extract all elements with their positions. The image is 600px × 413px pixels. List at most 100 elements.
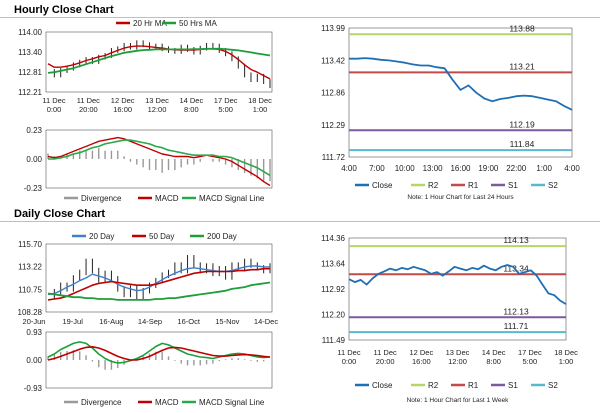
x-tick-label: 11 Dec	[337, 348, 360, 357]
y-tick-label: 113.99	[321, 24, 345, 33]
pivot-s1-label: 112.19	[509, 119, 535, 129]
close-line	[349, 57, 573, 111]
pivot-r2-label: 113.88	[509, 23, 535, 33]
y-tick-label: 112.86	[321, 89, 345, 98]
x-tick-label: 16:00	[113, 105, 132, 114]
x-tick-label: 5:00	[523, 357, 538, 366]
legend-r1-label: R1	[468, 181, 479, 190]
legend-macd-label: MACD	[155, 398, 179, 407]
legend-200day-label: 200 Day	[207, 232, 237, 241]
y-tick-label: 0.00	[26, 155, 42, 164]
ma20-line	[47, 45, 271, 80]
y-tick-label: 113.64	[321, 260, 345, 269]
x-tick-label: 13 Dec	[145, 96, 169, 105]
legend-s2-label: S2	[548, 381, 558, 390]
y-tick-label: 0.93	[26, 328, 42, 337]
ma50-line	[47, 47, 271, 74]
y-tick-label: 113.22	[18, 263, 42, 272]
y-tick-label: 114.36	[321, 234, 345, 243]
x-tick-label: 16-Oct	[177, 317, 200, 326]
daily-macd-chart: 0.93 0.00 -0.93 Divergence MACD MACD Signal L…	[24, 328, 273, 407]
x-tick-label: 14-Dec	[254, 317, 278, 326]
legend-signal-label: MACD Signal Line	[199, 398, 265, 407]
y-tick-label: 115.70	[18, 240, 42, 249]
x-tick-label: 17 Dec	[214, 96, 238, 105]
legend-ma50-label: 50 Hrs MA	[179, 19, 217, 28]
x-tick-label: 15-Nov	[215, 317, 239, 326]
macd-line	[47, 341, 271, 364]
ma20d-line	[47, 265, 270, 296]
x-tick-label: 19:00	[478, 164, 499, 173]
y-tick-label: 0.00	[26, 356, 42, 365]
x-tick-label: 18 Dec	[554, 348, 578, 357]
hourly-section-title: Hourly Close Chart	[14, 4, 114, 16]
x-tick-label: 18 Dec	[248, 96, 272, 105]
legend-r2-label: R2	[428, 381, 439, 390]
pivot-s2-label: 111.84	[510, 139, 535, 149]
x-tick-label: 14 Dec	[482, 348, 506, 357]
legend-20day-label: 20 Day	[89, 232, 114, 241]
daily-title-rule	[0, 221, 600, 222]
y-tick-label: 0.23	[26, 126, 42, 135]
y-tick-label: 112.29	[321, 121, 345, 130]
legend-r2-label: R2	[428, 181, 439, 190]
x-tick-label: 22:00	[506, 164, 527, 173]
x-tick-label: 8:00	[486, 357, 501, 366]
x-tick-label: 4:00	[564, 164, 580, 173]
x-tick-label: 13:00	[423, 164, 444, 173]
plot-frame	[348, 237, 567, 341]
legend-close-label: Close	[372, 181, 393, 190]
x-tick-label: 11 Dec	[374, 348, 397, 357]
x-tick-label: 11 Dec	[42, 96, 65, 105]
macd-line	[47, 136, 271, 187]
x-tick-label: 16:00	[450, 164, 471, 173]
x-tick-label: 13 Dec	[446, 348, 470, 357]
legend-s1-label: S1	[508, 381, 518, 390]
close-line	[348, 264, 567, 305]
daily-price-chart: 115.70 113.22 110.75 108.28 20 Day 50 Day 200 …	[18, 232, 279, 326]
pivot-r2-label: 114.13	[503, 235, 529, 245]
legend-r1-label: R1	[468, 381, 479, 390]
x-tick-label: 12:00	[148, 105, 167, 114]
hourly-pivot-chart: 113.99 113.42 112.86 112.29 111.72 113.88 113.…	[321, 23, 580, 201]
x-tick-label: 12:00	[448, 357, 467, 366]
legend-50day-label: 50 Day	[149, 232, 174, 241]
plot-frame	[45, 129, 273, 189]
hourly-macd-chart: 0.23 0.00 -0.23 Divergence MACD MACD Signal L…	[24, 126, 273, 203]
legend-ma20-label: 20 Hr MA	[133, 19, 167, 28]
pivot-r1-label: 113.34	[503, 263, 529, 273]
x-tick-label: 20:00	[376, 357, 395, 366]
legend-divergence-label: Divergence	[81, 398, 122, 407]
pivot-r1-label: 113.21	[509, 61, 535, 71]
x-tick-label: 17 Dec	[518, 348, 542, 357]
x-tick-label: 1:00	[559, 357, 574, 366]
y-tick-label: 111.72	[322, 153, 346, 162]
plot-frame	[45, 243, 273, 313]
y-tick-label: 108.28	[18, 308, 43, 317]
signal-line	[48, 139, 271, 177]
x-tick-label: 1:00	[536, 164, 552, 173]
x-tick-label: 14-Sep	[138, 317, 162, 326]
signal-line	[47, 345, 271, 361]
plot-frame	[45, 331, 273, 389]
y-tick-label: 112.20	[321, 311, 345, 320]
legend-s1-label: S1	[508, 181, 518, 190]
legend-close-label: Close	[372, 381, 393, 390]
x-tick-label: 12 Dec	[111, 96, 135, 105]
hourly-price-chart: 114.00 113.40 112.81 112.21 20 Hr MA 50 Hrs M…	[18, 19, 273, 114]
legend-s2-label: S2	[548, 181, 558, 190]
x-tick-label: 16-Aug	[99, 317, 123, 326]
y-tick-label: 111.49	[322, 336, 346, 345]
chart-note: Note: 1 Hour Chart for Last 24 Hours	[407, 194, 514, 201]
plot-frame	[45, 31, 273, 93]
x-tick-label: 7:00	[369, 164, 385, 173]
x-tick-label: 1:00	[253, 105, 268, 114]
x-tick-label: 4:00	[341, 164, 357, 173]
y-tick-label: 113.42	[321, 56, 345, 65]
legend-macd-label: MACD	[155, 194, 179, 203]
x-tick-label: 0:00	[47, 105, 62, 114]
chart-note: Note: 1 Hour Chart for Last 1 Week	[407, 397, 510, 404]
y-tick-label: 114.00	[18, 28, 42, 37]
legend-divergence-label: Divergence	[81, 194, 122, 203]
